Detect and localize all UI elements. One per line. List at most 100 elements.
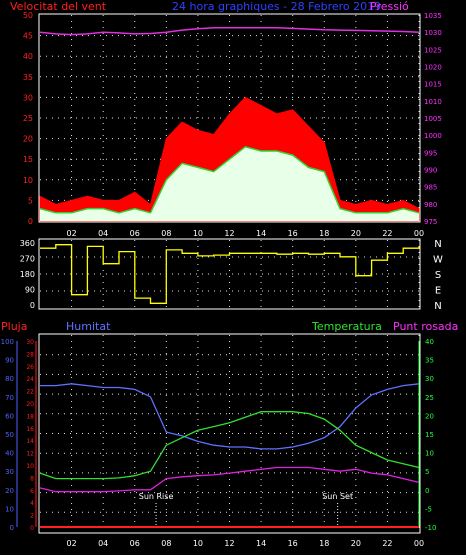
pressure-y-tick: 1020 [424,64,442,72]
x-tick-label: 20 [351,229,361,238]
humidity-y-tick: 70 [5,394,14,402]
wind-y-tick: 45 [23,32,33,41]
temperature-y-tick: 30 [425,375,434,383]
x-tick-label: 08 [161,229,171,238]
pressure-title: Pressió [370,0,409,13]
temp-panel-frame [38,333,421,534]
temperature-y-tick: 25 [425,394,434,402]
temperature-y-tick: 35 [425,357,434,365]
wind-direction-series [40,244,420,304]
wind-chart: 02 04 06 08 10 12 14 16 18 20 22 000510152025303540… [23,11,442,238]
temperature-series [39,411,420,480]
compass-label: E [435,286,441,297]
humidity-y-tick: 40 [5,450,14,458]
x-tick-label: 04 [98,539,108,548]
rain-y-tick: 22 [26,389,34,396]
x-tick-label: 04 [98,229,108,238]
rain-y-tick: 6 [30,488,34,495]
x-tick-label: 18 [319,229,329,238]
wind-y-tick: 20 [23,135,33,144]
wind-y-tick: 35 [23,73,33,82]
direction-y-tick: 0 [30,301,35,310]
rain-y-tick: 2 [30,513,34,520]
rain-axis-label: Pluja [1,320,27,333]
humidity-y-tick: 10 [5,505,14,513]
temperature-y-tick: 5 [425,468,429,476]
compass-label: N [434,301,441,312]
x-tick-label: 10 [193,539,203,548]
wind-y-tick: 10 [23,176,33,185]
direction-panel-frame [38,238,421,310]
humidity-y-tick: 30 [5,468,14,476]
x-tick-label: 22 [382,539,392,548]
wind-title: Velocitat del vent [10,0,107,13]
wind-y-tick: 40 [23,52,33,61]
pressure-y-tick: 1025 [424,46,442,54]
direction-y-tick: 90 [25,286,35,295]
rain-y-tick: 26 [26,364,34,371]
wind-fill-series [40,146,419,221]
x-tick-label: 20 [351,539,361,548]
pressure-y-tick: 1005 [424,115,442,123]
wind-y-tick: 0 [28,217,33,226]
average-wind-series [39,145,420,214]
humidity-y-tick: 100 [1,338,14,346]
humidity-y-tick: 60 [5,412,14,420]
rain-y-tick: 24 [26,376,34,383]
x-tick-label: 00 [414,539,424,548]
pressure-y-tick: 995 [424,149,437,157]
rain-y-tick: 20 [26,401,34,408]
pressure-series [39,26,420,36]
wind-y-tick: 15 [23,155,33,164]
direction-y-tick: 360 [20,239,35,248]
pressure-y-tick: 975 [424,218,437,226]
temperature-y-tick: 40 [425,338,434,346]
x-tick-label: 12 [224,229,234,238]
pressure-y-tick: 980 [424,201,437,209]
pressure-y-tick: 1015 [424,81,442,89]
rain-y-tick: 12 [26,451,34,458]
direction-y-tick: 180 [20,270,35,279]
pressure-y-tick: 985 [424,184,437,192]
rain-y-tick: 14 [26,438,34,445]
pressure-y-tick: 1030 [424,29,442,37]
rain-y-tick: 18 [26,413,34,420]
compass-label: W [433,255,443,266]
x-tick-label: 16 [288,539,298,548]
rain-y-tick: 30 [26,339,34,346]
wind-y-tick: 50 [23,11,33,20]
x-tick-label: 06 [130,539,140,548]
rain-y-tick: 4 [30,500,34,507]
rain-y-tick: 0 [30,525,34,532]
wind-y-tick: 25 [23,114,33,123]
humidity-y-tick: 50 [5,431,14,439]
direction-y-tick: 270 [20,255,35,264]
humidity-axis-label: Humitat [66,320,111,333]
x-tick-label: 16 [288,229,298,238]
pressure-y-tick: 1010 [424,98,442,106]
dewpoint-series [39,466,420,493]
rain-y-tick: 10 [26,463,34,470]
x-tick-label: 08 [161,539,171,548]
humidity-y-tick: 0 [10,524,14,532]
humidity-y-tick: 90 [5,357,14,365]
dewpoint-axis-label: Punt rosada [393,320,458,333]
sunrise-label: Sun Rise [139,492,174,501]
temperature-chart: 02 04 06 08 10 12 14 16 18 20 22 000102030405060708… [1,335,436,548]
humidity-y-tick: 20 [5,487,14,495]
x-tick-label: 02 [66,229,76,238]
wind-y-tick: 5 [28,196,33,205]
temperature-y-tick: -5 [425,505,432,513]
compass-label: S [435,270,441,281]
humidity-series [40,383,420,450]
temperature-y-tick: -10 [425,524,436,532]
wind-panel-frame [38,13,421,223]
sunset-label: Sun Set [322,492,353,501]
pressure-y-tick: 1000 [424,132,442,140]
rain-y-tick: 16 [26,426,34,433]
x-tick-label: 14 [256,229,266,238]
x-tick-label: 06 [130,229,140,238]
rain-y-tick: 8 [30,475,34,482]
